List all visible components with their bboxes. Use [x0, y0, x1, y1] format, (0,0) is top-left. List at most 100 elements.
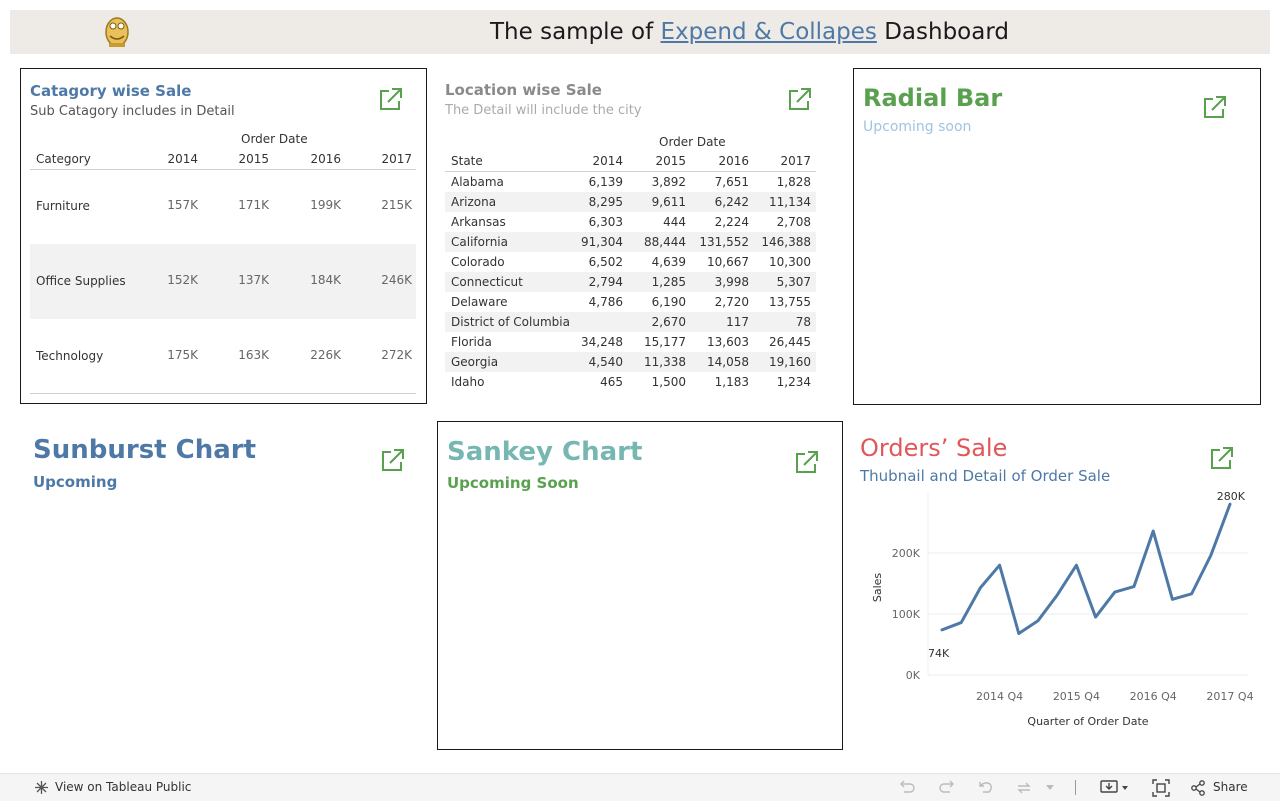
- table-cell: 272K: [381, 348, 412, 362]
- panel-title: Orders’ Sale: [860, 434, 1008, 462]
- y-tick-label: 0K: [906, 669, 921, 682]
- table-cell: 8,295: [588, 195, 623, 209]
- expand-icon[interactable]: [787, 86, 813, 112]
- x-tick-label: 2017 Q4: [1206, 690, 1253, 703]
- table-cell: 1,500: [651, 375, 686, 389]
- table-cell: 157K: [167, 198, 198, 212]
- table-cell: 6,303: [588, 215, 623, 229]
- row-band: [445, 192, 816, 212]
- x-tick-label: 2016 Q4: [1130, 690, 1177, 703]
- state-label[interactable]: Delaware: [451, 295, 508, 309]
- table-cell: 2,670: [651, 315, 686, 329]
- table-cell: 163K: [238, 348, 269, 362]
- table-cell: 6,190: [651, 295, 686, 309]
- category-label[interactable]: Technology: [36, 349, 104, 363]
- panel-title: Sankey Chart: [447, 437, 643, 467]
- table-cell: 152K: [167, 273, 198, 287]
- table-cell: 117: [726, 315, 749, 329]
- column-group-header: Order Date: [241, 132, 308, 146]
- revert-icon[interactable]: [977, 780, 995, 796]
- table-cell: 91,304: [581, 235, 623, 249]
- state-label[interactable]: Arizona: [451, 195, 497, 209]
- table-cell: 5,307: [776, 275, 811, 289]
- state-label[interactable]: Colorado: [451, 255, 505, 269]
- state-label[interactable]: District of Columbia: [451, 315, 570, 329]
- table-cell: 3,892: [651, 175, 686, 189]
- view-on-tableau-public-link[interactable]: View on Tableau Public: [55, 780, 192, 794]
- panel-subtitle: Upcoming soon: [863, 119, 972, 135]
- y-tick-label: 200K: [892, 547, 921, 560]
- x-tick-label: 2014 Q4: [976, 690, 1023, 703]
- dropdown-icon[interactable]: [1045, 784, 1055, 792]
- state-label[interactable]: Arkansas: [451, 215, 506, 229]
- expand-icon[interactable]: [1209, 445, 1235, 471]
- title-link[interactable]: Expend & Collapes: [660, 19, 877, 45]
- state-label[interactable]: California: [451, 235, 508, 249]
- sankey-panel: Sankey Chart Upcoming Soon: [437, 421, 843, 750]
- expand-icon[interactable]: [380, 447, 406, 473]
- dashboard-header: The sample of Expend & Collapes Dashboar…: [10, 10, 1270, 54]
- expand-icon[interactable]: [794, 449, 820, 475]
- category-label[interactable]: Furniture: [36, 199, 90, 213]
- table-cell: 13,603: [707, 335, 749, 349]
- panel-subtitle: Upcoming Soon: [447, 474, 579, 492]
- column-header: 2014: [592, 154, 623, 168]
- table-cell: 3,998: [714, 275, 749, 289]
- row-band: [30, 244, 416, 319]
- orders-sale-panel: Orders’ Sale Thubnail and Detail of Orde…: [853, 422, 1261, 750]
- toolbar-separator: [1075, 780, 1076, 795]
- table-cell: 175K: [167, 348, 198, 362]
- state-label[interactable]: Florida: [451, 335, 492, 349]
- column-header: 2014: [167, 152, 198, 166]
- x-axis-label: Quarter of Order Date: [1027, 715, 1148, 728]
- sales-line[interactable]: [940, 502, 1232, 636]
- panel-subtitle: Thubnail and Detail of Order Sale: [860, 467, 1111, 485]
- fullscreen-icon[interactable]: [1152, 779, 1170, 797]
- panel-subtitle: The Detail will include the city: [445, 103, 642, 118]
- category-sale-panel: Catagory wise Sale Sub Catagory includes…: [20, 68, 427, 404]
- y-tick-label: 100K: [892, 608, 921, 621]
- column-header: 2015: [655, 154, 686, 168]
- state-label[interactable]: Idaho: [451, 375, 485, 389]
- panel-subtitle: Sub Catagory includes in Detail: [30, 104, 235, 119]
- refresh-icon[interactable]: [1015, 780, 1033, 796]
- row-band: [445, 232, 816, 252]
- table-cell: 1,828: [776, 175, 811, 189]
- table-cell: 14,058: [707, 355, 749, 369]
- expand-icon[interactable]: [1202, 94, 1228, 120]
- table-cell: 444: [663, 215, 686, 229]
- column-header: 2015: [238, 152, 269, 166]
- panel-subtitle: Upcoming: [33, 473, 118, 491]
- state-label[interactable]: Alabama: [451, 175, 504, 189]
- table-cell: 6,139: [588, 175, 623, 189]
- share-icon[interactable]: [1190, 780, 1206, 796]
- panel-title: Sunburst Chart: [33, 435, 257, 465]
- state-label[interactable]: Connecticut: [451, 275, 523, 289]
- column-header: 2016: [310, 152, 341, 166]
- undo-icon[interactable]: [898, 780, 916, 796]
- table-cell: 13,755: [769, 295, 811, 309]
- radial-bar-panel: Radial Bar Upcoming soon: [853, 68, 1261, 405]
- orders-line-chart: 0K 100K 200K 2014 Q4 2015 Q4 2016 Q4 2017 Q4 Sa…: [871, 492, 1254, 728]
- table-cell: 88,444: [644, 235, 686, 249]
- table-cell: 9,611: [651, 195, 686, 209]
- tableau-mascot-logo-icon: [105, 17, 129, 47]
- redo-icon[interactable]: [938, 780, 956, 796]
- table-cell: 1,234: [776, 375, 811, 389]
- y-axis-label: Sales: [871, 573, 884, 603]
- panel-title: Catagory wise Sale: [30, 82, 192, 100]
- column-header: 2017: [780, 154, 811, 168]
- download-icon[interactable]: [1100, 779, 1130, 797]
- title-prefix: The sample of: [490, 19, 661, 45]
- header-divider: [30, 169, 416, 170]
- share-button[interactable]: Share: [1213, 780, 1248, 794]
- category-label[interactable]: Office Supplies: [36, 274, 126, 288]
- table-cell: 1,285: [651, 275, 686, 289]
- expand-icon[interactable]: [378, 86, 404, 112]
- row-band: [445, 272, 816, 292]
- table-cell: 4,639: [651, 255, 686, 269]
- state-label[interactable]: Georgia: [451, 355, 499, 369]
- title-suffix: Dashboard: [876, 19, 1009, 45]
- column-header: State: [451, 154, 483, 168]
- table-cell: 2,708: [776, 215, 811, 229]
